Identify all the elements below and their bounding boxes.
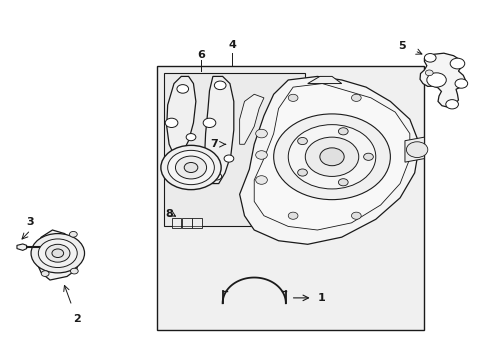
Circle shape bbox=[424, 54, 435, 62]
Polygon shape bbox=[239, 76, 419, 244]
Circle shape bbox=[186, 134, 196, 141]
Circle shape bbox=[31, 234, 84, 273]
Bar bbox=[182, 218, 192, 228]
Bar bbox=[192, 218, 201, 228]
Circle shape bbox=[175, 156, 206, 179]
Circle shape bbox=[406, 142, 427, 157]
Bar bbox=[171, 218, 181, 228]
Text: 3: 3 bbox=[27, 217, 34, 227]
Circle shape bbox=[177, 85, 188, 93]
Text: 4: 4 bbox=[228, 40, 236, 50]
Polygon shape bbox=[307, 76, 341, 84]
Circle shape bbox=[338, 179, 347, 186]
Polygon shape bbox=[166, 76, 196, 155]
Circle shape bbox=[305, 137, 358, 176]
Circle shape bbox=[52, 249, 63, 257]
Polygon shape bbox=[239, 94, 264, 144]
Bar bbox=[164, 73, 305, 226]
Circle shape bbox=[273, 114, 389, 200]
Circle shape bbox=[363, 153, 372, 160]
Text: 1: 1 bbox=[317, 293, 325, 303]
Circle shape bbox=[351, 94, 361, 102]
Text: 2: 2 bbox=[73, 314, 81, 324]
Circle shape bbox=[425, 70, 432, 76]
Circle shape bbox=[287, 94, 297, 102]
Circle shape bbox=[69, 231, 77, 237]
Circle shape bbox=[38, 239, 77, 267]
Polygon shape bbox=[254, 84, 409, 230]
Circle shape bbox=[211, 173, 221, 180]
Circle shape bbox=[426, 73, 446, 87]
Circle shape bbox=[41, 271, 49, 276]
Bar bbox=[157, 66, 424, 330]
Circle shape bbox=[287, 212, 297, 219]
Circle shape bbox=[161, 145, 221, 190]
Circle shape bbox=[203, 118, 215, 127]
Circle shape bbox=[287, 125, 375, 189]
Circle shape bbox=[449, 58, 464, 69]
Polygon shape bbox=[419, 53, 465, 107]
Circle shape bbox=[214, 81, 225, 90]
Polygon shape bbox=[204, 76, 233, 184]
Circle shape bbox=[184, 162, 198, 172]
Circle shape bbox=[255, 176, 267, 184]
Circle shape bbox=[165, 118, 178, 127]
Text: 6: 6 bbox=[196, 50, 204, 60]
Circle shape bbox=[445, 100, 458, 109]
Circle shape bbox=[297, 169, 307, 176]
Circle shape bbox=[70, 268, 78, 274]
Circle shape bbox=[255, 129, 267, 138]
Text: 5: 5 bbox=[398, 41, 405, 51]
Polygon shape bbox=[17, 244, 27, 250]
Circle shape bbox=[338, 128, 347, 135]
Circle shape bbox=[351, 212, 361, 219]
Circle shape bbox=[255, 151, 267, 159]
Text: 8: 8 bbox=[165, 209, 173, 219]
Circle shape bbox=[167, 150, 214, 185]
Circle shape bbox=[45, 244, 70, 262]
Circle shape bbox=[297, 138, 307, 145]
Text: 7: 7 bbox=[209, 139, 217, 149]
Circle shape bbox=[319, 148, 344, 166]
Circle shape bbox=[454, 79, 467, 88]
Polygon shape bbox=[404, 137, 424, 162]
Polygon shape bbox=[35, 230, 79, 280]
Circle shape bbox=[224, 155, 233, 162]
